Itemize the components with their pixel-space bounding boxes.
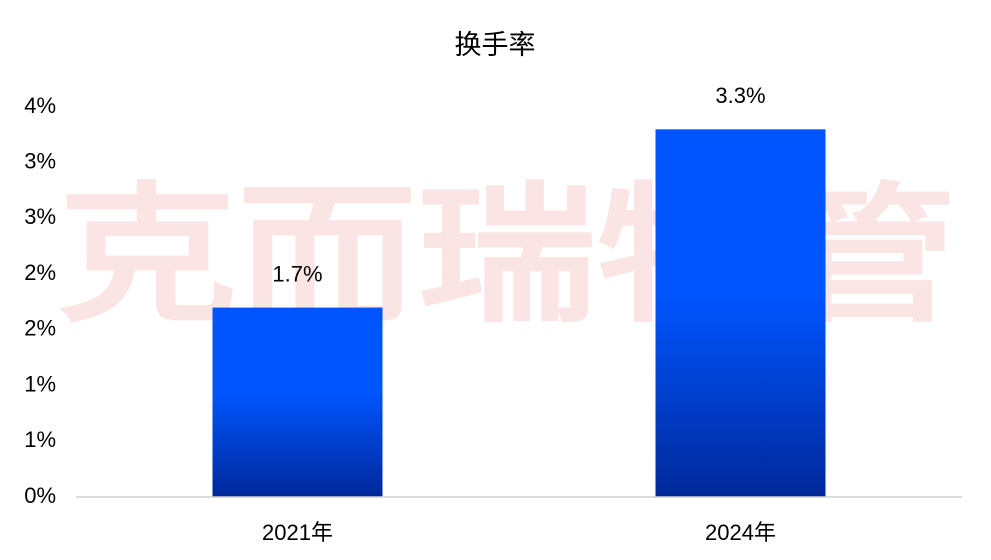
y-tick-label: 4% — [24, 93, 56, 118]
x-tick-label: 2024年 — [705, 520, 776, 545]
value-label: 3.3% — [715, 83, 765, 108]
x-tick-label: 2021年 — [262, 520, 333, 545]
value-label: 1.7% — [272, 261, 322, 286]
y-tick-label: 1% — [24, 427, 56, 452]
y-tick-label: 2% — [24, 260, 56, 285]
y-tick-label: 1% — [24, 371, 56, 396]
chart-title: 换手率 — [455, 30, 536, 60]
y-tick-label: 0% — [24, 483, 56, 508]
y-tick-label: 3% — [24, 149, 56, 174]
bar — [655, 129, 826, 498]
y-tick-label: 3% — [24, 204, 56, 229]
y-tick-label: 2% — [24, 316, 56, 341]
bar — [212, 307, 383, 497]
